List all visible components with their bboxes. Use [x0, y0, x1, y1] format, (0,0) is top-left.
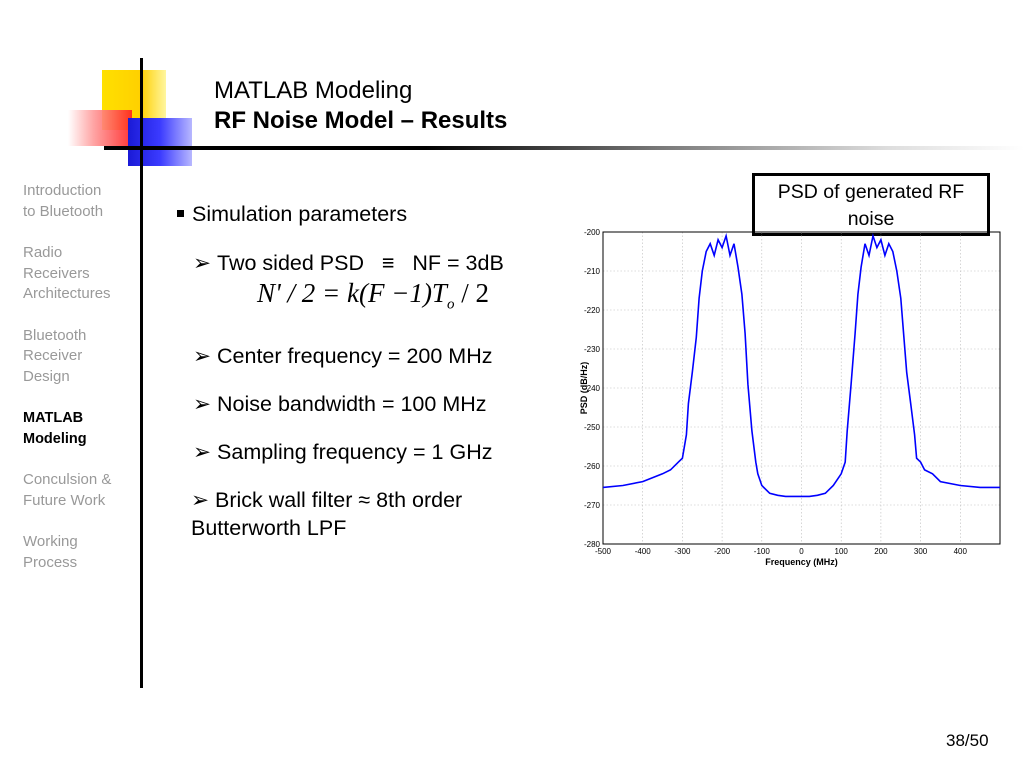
- bullet-brick-wall-filter: ➢ Brick wall filter ≈ 8th order Butterwor…: [177, 486, 562, 542]
- bullet-center-frequency: ➢ Center frequency = 200 MHz: [177, 342, 562, 370]
- bullet-simulation-parameters: Simulation parameters: [177, 200, 562, 228]
- bullet-text: Center frequency = 200 MHz: [217, 344, 493, 369]
- arrow-bullet-icon: ➢: [193, 392, 212, 417]
- y-tick-label: -280: [584, 540, 601, 549]
- y-tick-label: -270: [584, 501, 601, 510]
- nav-item-label: Introduction: [23, 182, 102, 199]
- y-axis-label: PSD (dB/Hz): [579, 362, 589, 415]
- bullet-sampling-frequency: ➢ Sampling frequency = 1 GHz: [177, 438, 562, 466]
- bullet-text: Butterworth LPF: [191, 516, 347, 541]
- nav-item-label: Conculsion &: [23, 471, 112, 488]
- x-tick-label: -100: [754, 547, 771, 556]
- bullet-text: Sampling frequency = 1 GHz: [217, 440, 493, 465]
- x-tick-label: -300: [674, 547, 691, 556]
- psd-chart: -500 -400 -300 -200 -100 0 100 200 300 400 -200 -21…: [579, 228, 1001, 567]
- slide-subtitle: RF Noise Model – Results: [214, 107, 508, 134]
- nav-item-label: Architectures: [23, 285, 111, 302]
- noise-formula: N' / 2 = k(F −1)To / 2: [177, 279, 562, 318]
- arrow-bullet-icon: ➢: [193, 251, 212, 275]
- x-axis-label: Frequency (MHz): [765, 557, 838, 567]
- nav-item-label: Bluetooth: [23, 326, 87, 344]
- formula-rhs: / 2: [454, 278, 489, 308]
- bullet-text: Noise bandwidth = 100 MHz: [217, 392, 487, 417]
- chart-callout-box: PSD of generated RF noise: [752, 173, 990, 236]
- square-bullet-icon: [177, 209, 184, 217]
- bullet-psd: ➢ Two sided PSD ≡ NF = 3dB: [177, 249, 562, 277]
- logo-blue-square: [128, 118, 192, 166]
- y-tick-label: -200: [584, 228, 601, 237]
- nav-item-label: Receivers: [23, 264, 90, 282]
- nav-item-conclusion[interactable]: Conculsion & Future Work: [23, 470, 135, 511]
- logo-red-square: [68, 110, 132, 146]
- psd-series-line: [602, 232, 1000, 498]
- nav-item-radio-receivers[interactable]: Radio Receivers Architectures: [23, 243, 135, 305]
- nav-item-label: Design: [23, 367, 70, 385]
- nav-item-introduction[interactable]: Introduction to Bluetooth: [23, 181, 135, 222]
- horizontal-divider: [104, 146, 1024, 150]
- callout-text: noise: [847, 208, 895, 230]
- arrow-bullet-icon: ➢: [193, 440, 212, 465]
- x-tick-label: 100: [835, 547, 849, 556]
- x-tick-label: 200: [874, 547, 888, 556]
- formula-subscript: o: [446, 296, 455, 313]
- nav-item-label: Working: [23, 533, 78, 550]
- y-tick-label: -250: [584, 423, 601, 432]
- nav-item-matlab-modeling[interactable]: MATLAB Modeling: [23, 408, 135, 449]
- y-tick-label: -240: [584, 384, 601, 393]
- chart-grid: [602, 231, 1000, 545]
- slide-title: MATLAB Modeling: [214, 77, 413, 104]
- nav-item-working-process[interactable]: Working Process: [23, 532, 135, 573]
- x-tick-label: 0: [799, 547, 804, 556]
- x-tick-label: -500: [595, 547, 612, 556]
- y-tick-label: -220: [584, 306, 601, 315]
- callout-text: PSD of generated RF: [777, 181, 965, 203]
- x-tick-label: 400: [954, 547, 968, 556]
- nav-item-label: Modeling: [23, 430, 87, 447]
- nav-item-bluetooth-receiver[interactable]: Bluetooth Receiver Design: [23, 326, 135, 388]
- bullet-text: Simulation parameters: [192, 202, 408, 226]
- x-tick-label: -400: [635, 547, 652, 556]
- bullet-text: Two sided PSD ≡ NF = 3dB: [217, 251, 504, 275]
- section-nav: Introduction to Bluetooth Radio Receiver…: [23, 181, 135, 594]
- y-tick-label: -260: [584, 462, 601, 471]
- bullet-noise-bandwidth: ➢ Noise bandwidth = 100 MHz: [177, 390, 562, 418]
- chart-ticks: -500 -400 -300 -200 -100 0 100 200 300 400 -200 -21…: [584, 228, 968, 556]
- content-body: Simulation parameters ➢ Two sided PSD ≡ N…: [177, 200, 562, 562]
- page-number: 38/50: [946, 731, 989, 750]
- nav-item-label: Future Work: [23, 491, 106, 509]
- x-tick-label: 300: [914, 547, 928, 556]
- nav-item-label: Radio: [23, 244, 63, 261]
- y-tick-label: -210: [584, 267, 601, 276]
- formula-lhs: N' / 2 = k(F −1)T: [257, 278, 447, 308]
- vertical-divider: [140, 58, 143, 688]
- plot-frame: [602, 231, 1001, 545]
- nav-item-label: Process: [23, 553, 78, 571]
- x-tick-label: -200: [714, 547, 731, 556]
- bullet-text: Brick wall filter ≈ 8th order: [215, 488, 463, 513]
- nav-item-label: MATLAB: [23, 410, 84, 426]
- arrow-bullet-icon: ➢: [193, 344, 212, 369]
- y-tick-label: -230: [584, 345, 601, 354]
- slide-title-block: MATLAB Modeling RF Noise Model – Results: [214, 76, 507, 136]
- nav-item-label: to Bluetooth: [23, 202, 104, 220]
- arrow-bullet-icon: ➢: [191, 488, 210, 513]
- nav-item-label: Receiver: [23, 347, 83, 364]
